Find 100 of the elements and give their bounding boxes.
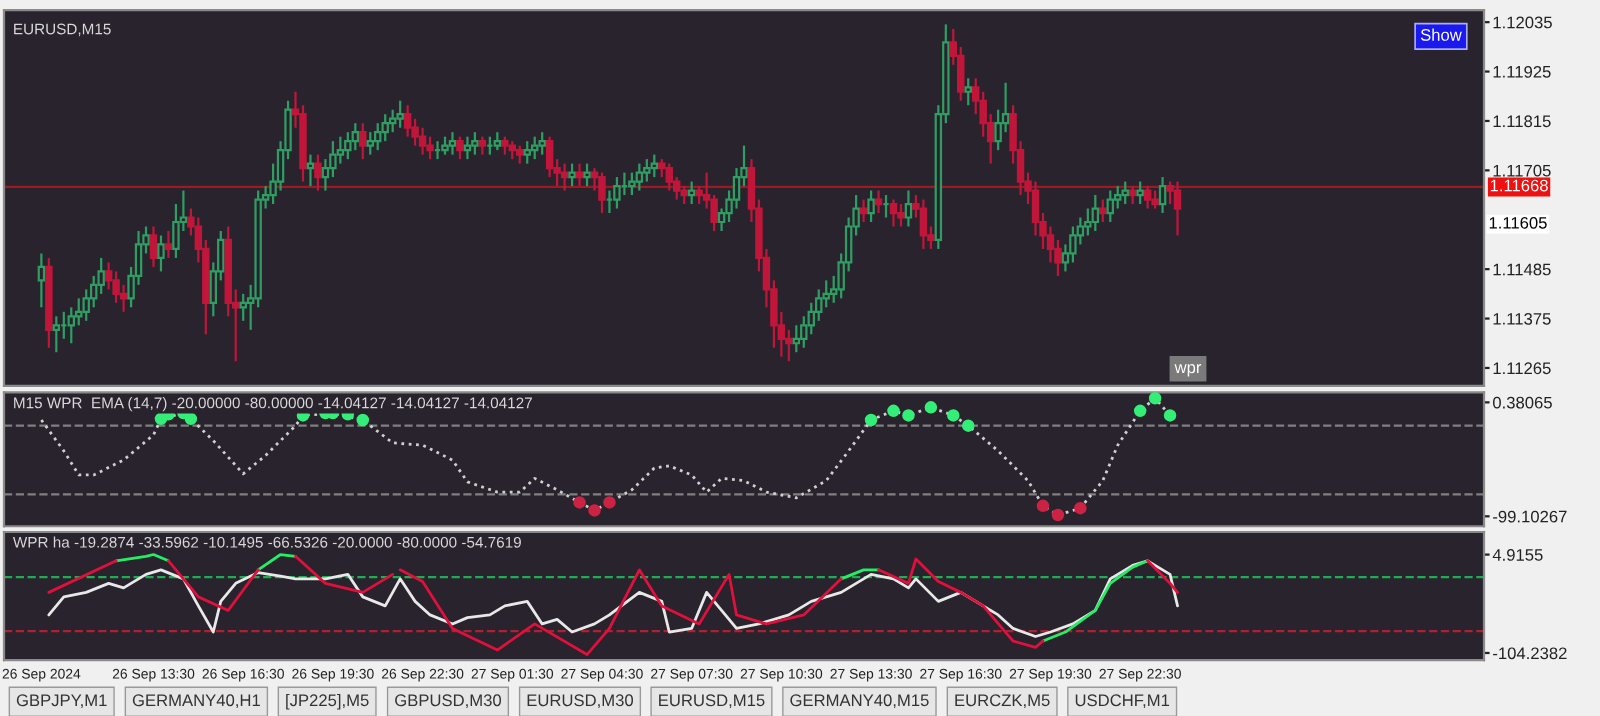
point bbox=[887, 404, 900, 418]
candlestick bbox=[37, 252, 46, 309]
candlestick bbox=[613, 175, 621, 210]
y-tick-label: -104.2382 bbox=[1493, 647, 1567, 660]
point bbox=[1148, 392, 1162, 405]
candlestick bbox=[628, 171, 636, 197]
candlestick bbox=[448, 131, 457, 156]
y-tick-label: 4.9155 bbox=[1492, 549, 1543, 561]
candlestick bbox=[396, 99, 404, 129]
candlestick bbox=[381, 113, 389, 143]
y-tick-label: 1.12035 bbox=[1493, 16, 1552, 29]
line-series bbox=[47, 559, 1179, 638]
ref-line-label: 1.11668 bbox=[1490, 179, 1548, 192]
candlestick bbox=[52, 315, 61, 354]
y-tick-label: 1.11265 bbox=[1493, 362, 1551, 375]
candlestick bbox=[523, 140, 531, 165]
candlestick bbox=[874, 189, 883, 215]
candlestick bbox=[1091, 193, 1100, 233]
point bbox=[1051, 508, 1065, 522]
candlestick bbox=[1099, 198, 1107, 224]
candlestick bbox=[583, 162, 591, 188]
y-tick-label: 1.11705 bbox=[1493, 164, 1551, 177]
candlestick bbox=[1136, 180, 1144, 206]
annotation: Show bbox=[1420, 28, 1462, 41]
candlestick bbox=[471, 131, 479, 156]
candlestick bbox=[598, 171, 606, 215]
candlestick bbox=[859, 198, 868, 224]
y-tick-label: 0.38065 bbox=[1492, 396, 1552, 409]
y-tick-label: 1.11925 bbox=[1493, 65, 1551, 78]
candlestick bbox=[964, 77, 972, 107]
candlestick bbox=[643, 158, 651, 183]
point bbox=[961, 419, 975, 432]
y-tick-label: 1.11375 bbox=[1493, 312, 1551, 325]
candlestick bbox=[1121, 180, 1129, 206]
candlestick bbox=[530, 135, 539, 161]
text: [JP225],M5 bbox=[286, 693, 369, 710]
point bbox=[924, 401, 938, 414]
candlestick bbox=[545, 135, 554, 179]
candlestick bbox=[538, 131, 546, 156]
point bbox=[947, 409, 960, 422]
candlestick bbox=[351, 122, 360, 152]
candlestick bbox=[867, 189, 875, 224]
candlestick bbox=[359, 122, 367, 161]
candlestick bbox=[366, 131, 374, 156]
text: EURCZK,M5 bbox=[955, 694, 1050, 709]
point bbox=[1133, 404, 1147, 418]
candlestick bbox=[418, 126, 427, 156]
candlestick bbox=[575, 162, 584, 188]
candlestick bbox=[164, 229, 173, 260]
candlestick bbox=[568, 162, 576, 188]
candlestick bbox=[792, 324, 801, 354]
text: GBPJPY,M1 bbox=[16, 694, 107, 709]
candlestick bbox=[1158, 175, 1167, 215]
candlestick bbox=[344, 131, 352, 161]
candlestick bbox=[560, 162, 569, 192]
text: GERMANY40,M15 bbox=[790, 694, 929, 709]
point bbox=[1163, 409, 1177, 422]
candlestick bbox=[314, 153, 322, 192]
y-tick-label: 1.11815 bbox=[1493, 115, 1551, 128]
candlestick bbox=[403, 104, 412, 138]
candlestick bbox=[635, 162, 644, 192]
text: 1.11605 bbox=[1489, 216, 1547, 229]
candlestick bbox=[426, 135, 434, 161]
point bbox=[603, 496, 616, 509]
point bbox=[356, 413, 370, 427]
point bbox=[1074, 501, 1087, 515]
point bbox=[573, 496, 586, 509]
text: EURUSD,M15 bbox=[659, 694, 765, 709]
candlestick bbox=[650, 153, 659, 179]
y-tick-label: 1.11485 bbox=[1493, 263, 1551, 276]
candlestick bbox=[157, 234, 165, 273]
candlestick bbox=[904, 189, 913, 228]
point bbox=[588, 504, 601, 517]
candlestick bbox=[149, 225, 158, 269]
candlestick bbox=[388, 108, 397, 134]
text: GBPUSD,M30 bbox=[395, 694, 502, 709]
candlestick bbox=[456, 135, 464, 161]
candlestick bbox=[1173, 180, 1182, 237]
candlestick bbox=[665, 162, 673, 192]
candlestick bbox=[1106, 189, 1114, 224]
candlestick bbox=[306, 153, 315, 188]
text: GERMANY40,H1 bbox=[132, 694, 260, 709]
annotation: wpr bbox=[1174, 364, 1202, 377]
candlestick bbox=[239, 292, 247, 322]
candlestick bbox=[67, 306, 75, 345]
point bbox=[184, 412, 198, 426]
candlestick bbox=[919, 198, 928, 251]
candlestick bbox=[687, 180, 696, 206]
candlestick bbox=[889, 198, 898, 228]
text: USDCHF,M1 bbox=[1075, 694, 1170, 709]
candlestick bbox=[463, 135, 472, 161]
candlestick bbox=[1069, 225, 1077, 264]
candlestick bbox=[374, 122, 382, 152]
candlestick bbox=[897, 202, 905, 228]
point bbox=[902, 409, 915, 422]
y-tick-label: -99.10267 bbox=[1493, 510, 1567, 523]
text: EURUSD,M30 bbox=[527, 694, 634, 709]
candlestick bbox=[1143, 184, 1152, 210]
point bbox=[864, 413, 878, 427]
point bbox=[1036, 499, 1050, 513]
